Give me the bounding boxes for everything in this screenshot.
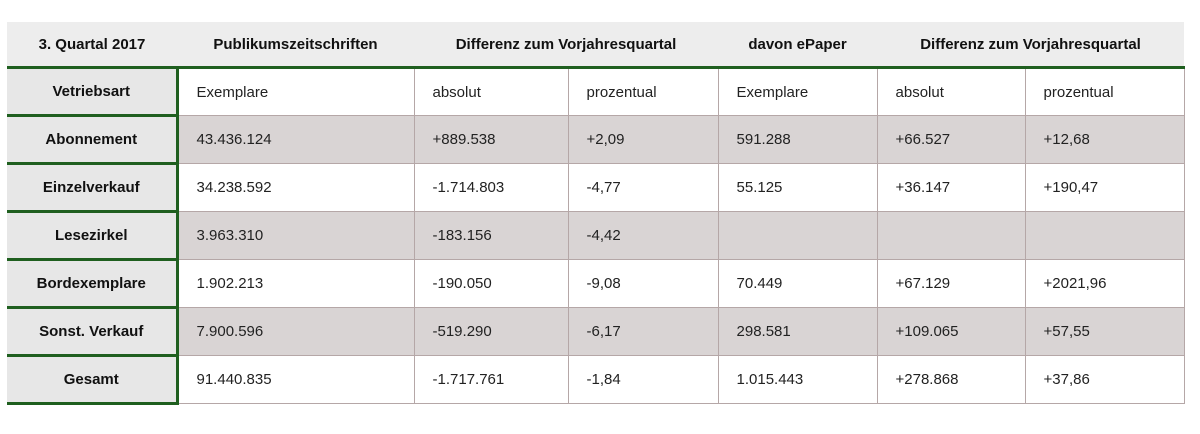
table-row: Vetriebsart Exemplare absolut prozentual Exe… <box>7 67 1185 117</box>
table-cell: 1.015.443 <box>718 355 878 404</box>
table-cell: -4,42 <box>568 211 719 260</box>
row-label: Abonnement <box>7 115 179 165</box>
table-cell: absolut <box>877 67 1026 116</box>
table-row: Einzelverkauf 34.238.592 -1.714.803 -4,77 55… <box>7 163 1185 213</box>
table-cell: +2021,96 <box>1025 259 1185 308</box>
header-cell-magazines: Publikumszeitschriften <box>177 22 414 69</box>
table-cell: -6,17 <box>568 307 719 356</box>
table-cell <box>877 211 1026 260</box>
table-cell: 91.440.835 <box>177 355 415 404</box>
row-label: Bordexemplare <box>7 259 179 309</box>
table-cell: -183.156 <box>414 211 569 260</box>
header-cell-period: 3. Quartal 2017 <box>7 22 177 69</box>
table-row: Gesamt 91.440.835 -1.717.761 -1,84 1.015.443… <box>7 355 1185 405</box>
table-cell: +190,47 <box>1025 163 1185 212</box>
table-row: Abonnement 43.436.124 +889.538 +2,09 591.288… <box>7 115 1185 165</box>
table-cell: -9,08 <box>568 259 719 308</box>
table-cell: 3.963.310 <box>177 211 415 260</box>
row-label: Gesamt <box>7 355 179 405</box>
table-body: Vetriebsart Exemplare absolut prozentual Exe… <box>7 67 1185 405</box>
row-label: Sonst. Verkauf <box>7 307 179 357</box>
table-cell <box>718 211 878 260</box>
header-cell-epaper-difference: Differenz zum Vorjahresquartal <box>877 22 1185 69</box>
row-label: Einzelverkauf <box>7 163 179 213</box>
table-cell: +57,55 <box>1025 307 1185 356</box>
table-cell: -1,84 <box>568 355 719 404</box>
table-container: 3. Quartal 2017 Publikumszeitschriften D… <box>7 22 1185 405</box>
table-cell: 43.436.124 <box>177 115 415 164</box>
table-cell: +2,09 <box>568 115 719 164</box>
table-cell: -1.714.803 <box>414 163 569 212</box>
table-cell: Exemplare <box>177 67 415 116</box>
table-cell: +37,86 <box>1025 355 1185 404</box>
table-cell: +66.527 <box>877 115 1026 164</box>
table-cell: 591.288 <box>718 115 878 164</box>
table-row: Sonst. Verkauf 7.900.596 -519.290 -6,17 298.… <box>7 307 1185 357</box>
table-cell: +36.147 <box>877 163 1026 212</box>
table-cell: +12,68 <box>1025 115 1185 164</box>
row-label: Lesezirkel <box>7 211 179 261</box>
table-row: Lesezirkel 3.963.310 -183.156 -4,42 <box>7 211 1185 261</box>
table-row: Bordexemplare 1.902.213 -190.050 -9,08 70.44… <box>7 259 1185 309</box>
table-cell: -519.290 <box>414 307 569 356</box>
table-cell: -1.717.761 <box>414 355 569 404</box>
header-cell-difference: Differenz zum Vorjahresquartal <box>414 22 719 69</box>
table-cell: prozentual <box>1025 67 1185 116</box>
table-cell: 55.125 <box>718 163 878 212</box>
row-label: Vetriebsart <box>7 67 179 117</box>
circulation-table: 3. Quartal 2017 Publikumszeitschriften D… <box>7 22 1185 405</box>
table-cell: -190.050 <box>414 259 569 308</box>
table-cell: 1.902.213 <box>177 259 415 308</box>
table-cell: +109.065 <box>877 307 1026 356</box>
table-cell: 34.238.592 <box>177 163 415 212</box>
header-cell-epaper: davon ePaper <box>718 22 878 69</box>
table-cell: +889.538 <box>414 115 569 164</box>
table-cell <box>1025 211 1185 260</box>
table-cell: -4,77 <box>568 163 719 212</box>
header-row: 3. Quartal 2017 Publikumszeitschriften D… <box>7 22 1185 69</box>
table-cell: 298.581 <box>718 307 878 356</box>
table-cell: 7.900.596 <box>177 307 415 356</box>
table-cell: 70.449 <box>718 259 878 308</box>
table-cell: absolut <box>414 67 569 116</box>
table-cell: +278.868 <box>877 355 1026 404</box>
table-cell: +67.129 <box>877 259 1026 308</box>
table-cell: Exemplare <box>718 67 878 116</box>
table-cell: prozentual <box>568 67 719 116</box>
